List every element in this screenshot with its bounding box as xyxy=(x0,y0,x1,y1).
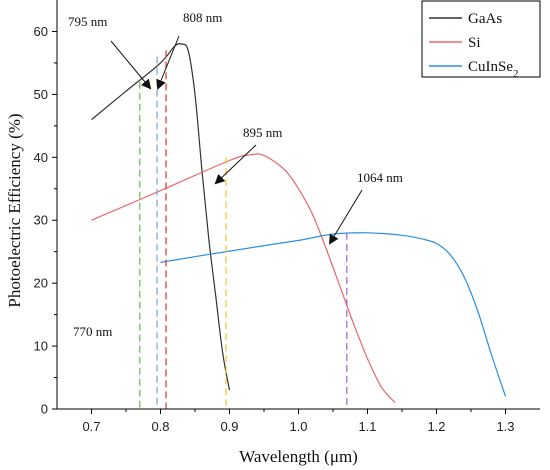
annotation-label: 808 nm xyxy=(183,10,222,25)
legend-label: GaAs xyxy=(468,11,502,27)
legend-label: Si xyxy=(468,35,481,51)
annotation-layer: 770 nm 795 nm 808 nm 895 nm 1064 nm xyxy=(68,10,403,339)
axes: 0.7 0.8 0.9 1.0 1.1 1.2 1.3 0 10 20 30 40 50 60 Wavele… xyxy=(5,0,540,466)
y-tick-label: 10 xyxy=(34,339,48,354)
y-tick-label: 50 xyxy=(34,87,48,102)
series-layer xyxy=(91,43,507,404)
series-line-1 xyxy=(91,153,396,404)
x-tick-label: 1.3 xyxy=(496,419,514,434)
x-tick-label: 0.9 xyxy=(220,419,238,434)
x-tick-label: 0.7 xyxy=(82,419,100,434)
x-axis-title: Wavelength (μm) xyxy=(239,447,358,466)
x-tick-label: 0.8 xyxy=(151,419,169,434)
y-tick-label: 40 xyxy=(34,150,48,165)
series-line-2 xyxy=(160,232,507,397)
y-axis-title: Photoelectric Efficiency (%) xyxy=(5,113,24,307)
legend-box xyxy=(421,0,541,78)
y-tick-label: 0 xyxy=(41,402,48,417)
annotation-arrow xyxy=(110,40,152,90)
annotation-label: 770 nm xyxy=(73,324,112,339)
annotation-label: 1064 nm xyxy=(357,170,403,185)
annotation-arrow xyxy=(328,189,363,245)
annotation-arrow xyxy=(214,144,257,185)
x-tick-label: 1.2 xyxy=(427,419,445,434)
annotation-label: 795 nm xyxy=(68,14,107,29)
x-tick-label: 1.0 xyxy=(289,419,307,434)
legend-label: CuInSe2 xyxy=(468,59,519,80)
x-tick-label: 1.1 xyxy=(358,419,376,434)
annotation-label: 895 nm xyxy=(243,125,282,140)
y-tick-label: 20 xyxy=(34,276,48,291)
y-tick-label: 60 xyxy=(34,24,48,39)
y-tick-label: 30 xyxy=(34,213,48,228)
marker-layer xyxy=(139,50,348,409)
annotation-arrow xyxy=(156,35,180,90)
legend: GaAs Si CuInSe2 xyxy=(421,0,541,80)
series-line-0 xyxy=(91,43,231,391)
